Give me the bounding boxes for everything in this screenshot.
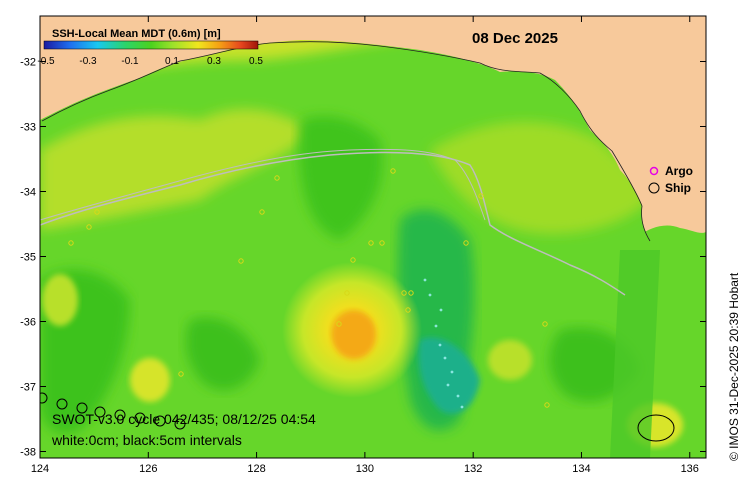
obs-dot: [408, 290, 414, 296]
obs-dot: [238, 258, 244, 264]
y-tick-label: -34: [20, 187, 36, 199]
ship-position: [114, 409, 126, 421]
trough-central: [299, 116, 383, 240]
obs-dot: [336, 321, 342, 327]
obs-dot: [368, 240, 374, 246]
ssh-field: [40, 16, 706, 458]
obs-dot: [68, 240, 74, 246]
small-high-2: [488, 340, 532, 380]
y-tick-label: -38: [20, 447, 36, 459]
obs-dot: [259, 209, 265, 215]
plot-frame: [39, 15, 707, 459]
map-date: 08 Dec 2025: [472, 30, 558, 47]
obs-dot: [542, 321, 548, 327]
obs-dot: [350, 257, 356, 263]
colorbar: SSH-Local Mean MDT (0.6m) [m] -0.5 -0.3 -0…: [37, 28, 263, 67]
swath-points: [423, 278, 464, 409]
imos-credit: © IMOS 31-Dec-2025 20:39 Hobart: [727, 272, 741, 461]
obs-dot: [401, 290, 407, 296]
argo-legend-icon: [649, 166, 659, 176]
colorbar-title: SSH-Local Mean MDT (0.6m) [m]: [52, 28, 221, 40]
x-tick-label: 128: [247, 463, 265, 475]
obs-dot: [94, 209, 100, 215]
ship-legend-label: Ship: [665, 181, 691, 195]
observation-dots: [68, 168, 550, 408]
x-tick-label: 134: [572, 463, 590, 475]
colorbar-tick-label: -0.3: [79, 56, 97, 67]
obs-dot: [390, 168, 396, 174]
obs-dot: [478, 193, 484, 199]
colorbar-tick-label: -0.1: [121, 56, 139, 67]
obs-dot: [344, 290, 350, 296]
land-australia: [40, 16, 706, 240]
legend: Argo Ship: [648, 164, 693, 195]
obs-dot: [405, 307, 411, 313]
x-tick-label: 126: [139, 463, 157, 475]
small-high-3: [42, 274, 78, 326]
colorbar-tick-label: 0.3: [207, 56, 221, 67]
y-tick-label: -33: [20, 122, 36, 134]
ship-legend-icon: [648, 182, 660, 194]
obs-dot: [86, 224, 92, 230]
colorbar-tick-label: 0.1: [165, 56, 179, 67]
gulf-water: [640, 225, 706, 250]
ship-position: [40, 392, 48, 404]
ship-position: [76, 402, 88, 414]
x-tick-label: 124: [31, 463, 49, 475]
x-tick-label: 132: [464, 463, 482, 475]
swot-annotation: SWOT-v3.0 cycle 042/435; 08/12/25 04:54: [52, 411, 316, 427]
colorbar-tick-label: 0.5: [249, 56, 263, 67]
trough-southwest: [185, 317, 260, 391]
cold-core-eddy: [418, 337, 480, 414]
ship-position: [134, 412, 146, 424]
ship-position: [56, 398, 68, 410]
warm-eddy-core: [332, 311, 376, 359]
ship-position: [174, 418, 186, 430]
y-axis: -32 -33 -34 -35 -36 -37 -38: [20, 57, 706, 459]
obs-dot: [463, 240, 469, 246]
swot-swath: [610, 250, 660, 458]
obs-dot: [379, 240, 385, 246]
colorbar-tick-label: -0.5: [37, 56, 55, 67]
y-tick-label: -35: [20, 252, 36, 264]
shelf-contour: [40, 151, 626, 296]
ship-position: [94, 406, 106, 418]
x-tick-label: 136: [681, 463, 699, 475]
shelf-contour-inner: [40, 148, 486, 221]
colorbar-gradient: [43, 40, 259, 50]
eddy-contour: [637, 414, 675, 442]
contour-annotation: white:0cm; black:5cm intervals: [51, 432, 242, 448]
x-axis: 124 126 128 130 132 134 136: [31, 16, 699, 475]
argo-legend-label: Argo: [665, 164, 693, 178]
x-tick-label: 130: [356, 463, 374, 475]
ship-track: [40, 392, 186, 430]
obs-dot: [178, 371, 184, 377]
obs-dot: [274, 175, 280, 181]
y-tick-label: -37: [20, 382, 36, 394]
small-high-1: [130, 358, 170, 402]
obs-dot: [544, 402, 550, 408]
ship-position: [154, 415, 166, 427]
y-tick-label: -36: [20, 317, 36, 329]
coastline: [41, 41, 651, 242]
western-high-band: [40, 109, 310, 230]
y-tick-label: -32: [20, 57, 36, 69]
